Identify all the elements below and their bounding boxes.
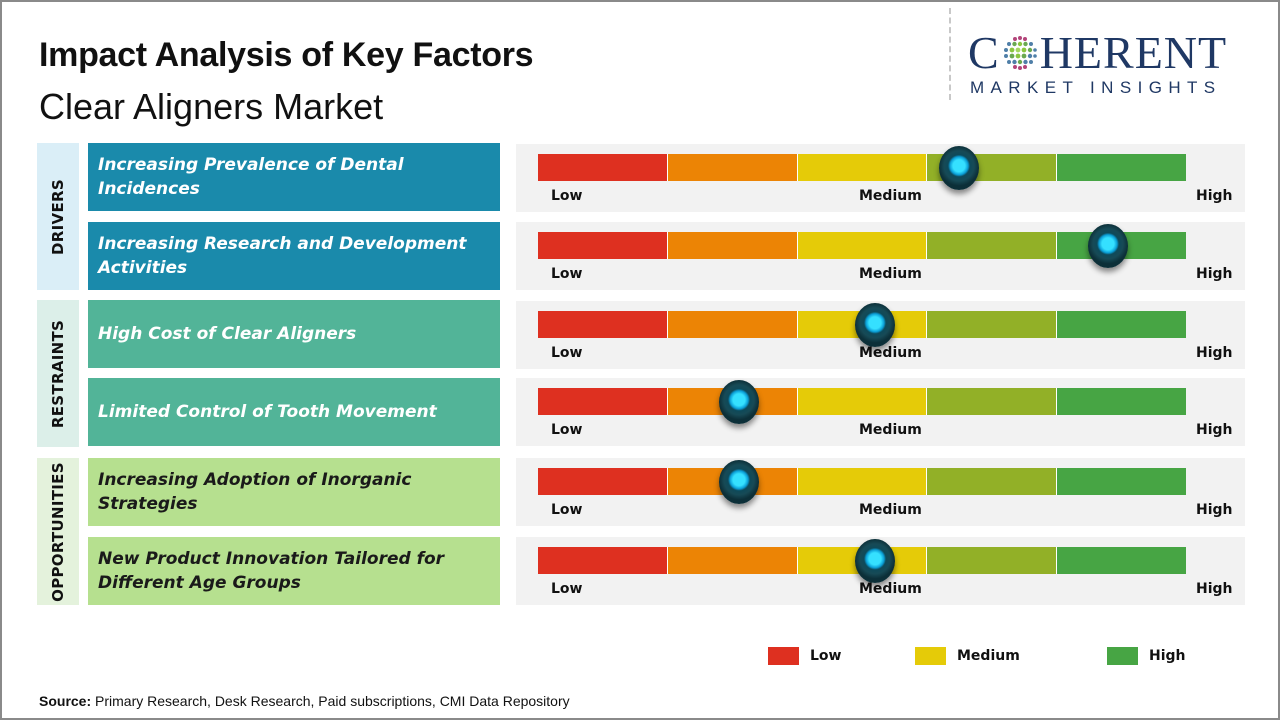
group-name: RESTRAINTS — [49, 319, 68, 428]
source-label: Source: — [39, 693, 92, 709]
group-label-opportunities: OPPORTUNITIES — [37, 458, 79, 605]
scale-segment — [667, 311, 798, 338]
scale-segment — [538, 232, 668, 259]
impact-gauge-panel: Low Medium High — [516, 537, 1245, 605]
scale-label-med: Medium — [859, 581, 922, 597]
group-name: OPPORTUNITIES — [49, 461, 67, 602]
scale-segment — [1057, 311, 1186, 338]
scale-segment — [538, 154, 668, 181]
factor-label: Limited Control of Tooth Movement — [88, 378, 500, 446]
scale-segment — [927, 547, 1058, 574]
factor-label: High Cost of Clear Aligners — [88, 300, 500, 368]
legend-item-low: Low — [768, 647, 841, 665]
impact-gauge-panel: Low Medium High — [516, 144, 1245, 212]
impact-gauge-panel: Low Medium High — [516, 378, 1245, 446]
impact-scale-bar — [538, 547, 1186, 574]
legend-label: Medium — [957, 648, 1020, 664]
scale-segment — [797, 468, 928, 495]
scale-label-high: High — [1196, 502, 1233, 518]
scale-segment — [797, 388, 928, 415]
legend-label: High — [1149, 648, 1186, 664]
scale-segment — [667, 547, 798, 574]
source-note: Source: Primary Research, Desk Research,… — [39, 693, 570, 709]
legend-swatch-high — [1107, 647, 1138, 665]
scale-segment — [1057, 468, 1186, 495]
scale-label-med: Medium — [859, 266, 922, 282]
scale-segment — [667, 154, 798, 181]
scale-segment — [1057, 154, 1186, 181]
impact-indicator-knob — [1088, 224, 1129, 268]
impact-scale-bar — [538, 388, 1186, 415]
group-label-drivers: DRIVERS — [37, 143, 79, 290]
impact-gauge-panel: Low Medium High — [516, 458, 1245, 526]
legend-item-high: High — [1107, 647, 1186, 665]
scale-label-low: Low — [551, 422, 583, 438]
logo-tagline: MARKET INSIGHTS — [970, 78, 1222, 97]
scale-label-med: Medium — [859, 502, 922, 518]
scale-segment — [1057, 388, 1186, 415]
factor-label: Increasing Adoption of Inorganic Strateg… — [88, 458, 500, 526]
scale-segment — [538, 311, 668, 338]
scale-segment — [927, 311, 1058, 338]
logo-wordmark: C HERENT — [968, 30, 1227, 76]
impact-scale-bar — [538, 154, 1186, 181]
factor-label: Increasing Prevalence of Dental Incidenc… — [88, 143, 500, 211]
impact-indicator-knob — [718, 380, 759, 424]
chart-subtitle: Clear Aligners Market — [39, 86, 384, 127]
legend-label: Low — [810, 648, 842, 664]
impact-gauge-panel: Low Medium High — [516, 222, 1245, 290]
scale-segment — [927, 468, 1058, 495]
scale-segment — [1057, 547, 1186, 574]
scale-segment — [538, 388, 668, 415]
group-label-restraints: RESTRAINTS — [37, 300, 79, 447]
scale-label-high: High — [1196, 581, 1233, 597]
scale-segment — [927, 232, 1058, 259]
scale-segment — [538, 468, 668, 495]
factor-label: New Product Innovation Tailored for Diff… — [88, 537, 500, 605]
scale-label-low: Low — [551, 266, 583, 282]
scale-label-med: Medium — [859, 345, 922, 361]
scale-label-low: Low — [551, 345, 583, 361]
scale-label-high: High — [1196, 422, 1233, 438]
chart-title: Impact Analysis of Key Factors — [39, 36, 534, 74]
impact-gauge-panel: Low Medium High — [516, 301, 1245, 369]
legend-item-medium: Medium — [915, 647, 1020, 665]
scale-segment — [667, 232, 798, 259]
logo-letters-herent: HERENT — [1039, 27, 1228, 78]
impact-scale-bar — [538, 232, 1186, 259]
scale-label-high: High — [1196, 188, 1233, 204]
group-name: DRIVERS — [49, 178, 67, 255]
scale-label-med: Medium — [859, 422, 922, 438]
scale-label-low: Low — [551, 188, 583, 204]
globe-icon — [1003, 36, 1037, 70]
scale-segment — [538, 547, 668, 574]
legend-swatch-low — [768, 647, 799, 665]
impact-scale-bar — [538, 468, 1186, 495]
scale-label-low: Low — [551, 502, 583, 518]
impact-indicator-knob — [718, 460, 759, 504]
coherent-market-insights-logo: C HERENT MARKET INSIGHTS — [968, 30, 1268, 100]
scale-segment — [797, 154, 928, 181]
scale-label-med: Medium — [859, 188, 922, 204]
scale-label-high: High — [1196, 345, 1233, 361]
logo-letter-c: C — [968, 27, 1000, 78]
scale-label-high: High — [1196, 266, 1233, 282]
impact-indicator-knob — [939, 146, 980, 190]
scale-segment — [797, 232, 928, 259]
logo-divider — [949, 8, 951, 100]
source-text: Primary Research, Desk Research, Paid su… — [91, 693, 570, 709]
impact-indicator-knob — [854, 303, 895, 347]
impact-indicator-knob — [854, 539, 895, 583]
scale-label-low: Low — [551, 581, 583, 597]
scale-segment — [927, 388, 1058, 415]
factor-label: Increasing Research and Development Acti… — [88, 222, 500, 290]
legend-swatch-medium — [915, 647, 946, 665]
